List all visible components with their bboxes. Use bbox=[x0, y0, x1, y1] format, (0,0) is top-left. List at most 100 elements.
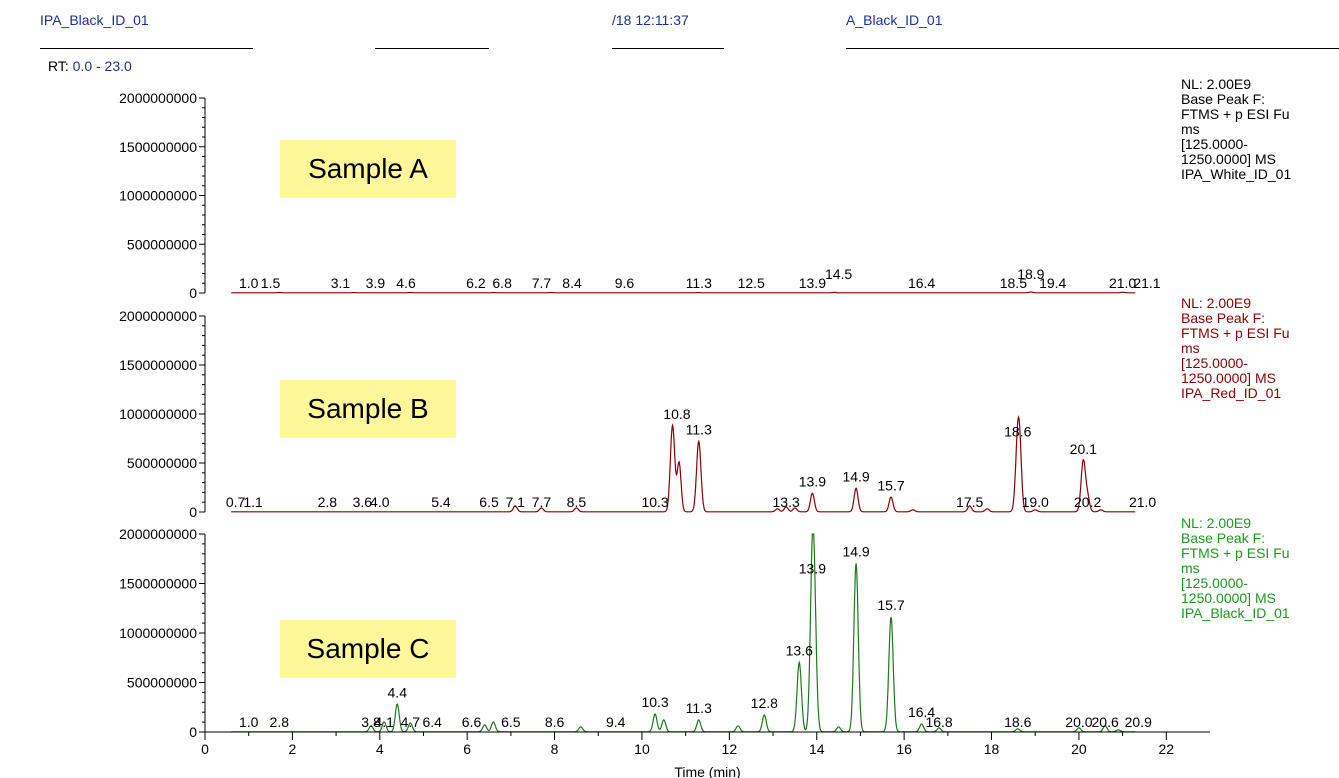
info-a-filter: FTMS + p ESI Fu bbox=[1181, 106, 1290, 122]
y-tick-label-3-0: 0 bbox=[189, 724, 197, 740]
info-c-base-peak: Base Peak F: bbox=[1181, 530, 1266, 546]
header-divider-2 bbox=[375, 48, 489, 49]
peak-label-2-20: 20.1 bbox=[1070, 441, 1097, 457]
peak-label-3-9: 8.6 bbox=[545, 714, 565, 730]
peak-label-2-8: 7.7 bbox=[532, 494, 552, 510]
info-a-nl: NL: 2.00E9 bbox=[1181, 76, 1252, 92]
x-tick-label-10: 20 bbox=[1071, 741, 1087, 757]
peak-label-1-15: 18.5 bbox=[1000, 275, 1027, 291]
peak-label-2-1: 1.1 bbox=[243, 494, 263, 510]
y-tick-label-1-4: 2000000000 bbox=[119, 90, 197, 106]
y-tick-label-2-2: 1000000000 bbox=[119, 406, 197, 422]
info-b-range-start: [125.0000- bbox=[1181, 355, 1248, 371]
peak-label-2-22: 21.0 bbox=[1129, 494, 1156, 510]
info-b-base-peak: Base Peak F: bbox=[1181, 310, 1266, 326]
peak-label-1-19: 21.1 bbox=[1133, 275, 1160, 291]
sample-a-label: Sample A bbox=[280, 140, 456, 198]
header-filename-right: A_Black_ID_01 bbox=[846, 12, 943, 28]
peak-label-2-17: 17.5 bbox=[956, 494, 983, 510]
y-tick-label-2-0: 0 bbox=[189, 504, 197, 520]
peak-label-2-9: 8.5 bbox=[567, 494, 587, 510]
y-tick-label-1-1: 500000000 bbox=[127, 236, 197, 252]
peak-label-2-13: 13.3 bbox=[773, 494, 800, 510]
peak-label-2-10: 10.3 bbox=[641, 494, 668, 510]
x-tick-label-1: 2 bbox=[288, 741, 296, 757]
header-divider-3 bbox=[612, 48, 724, 49]
peak-label-1-9: 9.6 bbox=[615, 275, 635, 291]
sample-b-label: Sample B bbox=[280, 380, 456, 438]
x-tick-label-5: 10 bbox=[634, 741, 650, 757]
peak-label-1-18: 21.0 bbox=[1109, 275, 1136, 291]
peak-label-3-7: 6.6 bbox=[462, 714, 482, 730]
y-tick-label-1-0: 0 bbox=[189, 285, 197, 301]
y-tick-label-1-3: 1500000000 bbox=[119, 139, 197, 155]
y-tick-label-3-4: 2000000000 bbox=[119, 526, 197, 542]
peak-label-2-0: 0.7 bbox=[226, 494, 246, 510]
peak-label-3-15: 13.9 bbox=[799, 561, 826, 577]
rt-label: RT: bbox=[48, 58, 69, 74]
info-c-ms: ms bbox=[1181, 560, 1200, 576]
x-tick-label-4: 8 bbox=[551, 741, 559, 757]
peak-label-1-3: 3.9 bbox=[366, 275, 386, 291]
y-tick-label-3-3: 1500000000 bbox=[119, 576, 197, 592]
peak-label-1-6: 6.8 bbox=[492, 275, 512, 291]
rt-range-readout: RT: 0.0 - 23.0 bbox=[48, 58, 132, 74]
peak-label-3-23: 20.9 bbox=[1125, 714, 1152, 730]
peak-label-1-0: 1.0 bbox=[239, 275, 259, 291]
trace-line-2 bbox=[231, 415, 1136, 513]
x-tick-label-9: 18 bbox=[984, 741, 1000, 757]
peak-label-3-21: 20.0 bbox=[1065, 714, 1092, 730]
x-axis-label: Time (min) bbox=[674, 764, 740, 778]
peak-label-3-8: 6.5 bbox=[501, 714, 521, 730]
peak-label-1-10: 11.3 bbox=[686, 275, 712, 291]
trace-line-1 bbox=[231, 291, 1136, 294]
peak-label-3-12: 11.3 bbox=[686, 700, 712, 716]
header-divider-1 bbox=[40, 48, 253, 49]
peak-label-2-15: 14.9 bbox=[842, 468, 869, 484]
peak-label-2-11: 10.8 bbox=[663, 406, 690, 422]
peak-label-2-5: 5.4 bbox=[431, 494, 451, 510]
peak-label-1-12: 13.9 bbox=[799, 275, 826, 291]
peak-label-3-13: 12.8 bbox=[751, 695, 778, 711]
peak-label-3-14: 13.6 bbox=[786, 643, 813, 659]
peak-label-1-14: 16.4 bbox=[908, 275, 935, 291]
peak-label-2-21: 20.2 bbox=[1074, 494, 1101, 510]
peak-label-3-11: 10.3 bbox=[641, 694, 668, 710]
x-tick-label-2: 4 bbox=[376, 741, 384, 757]
peak-label-3-19: 16.8 bbox=[925, 714, 952, 730]
trace-info-a: NL: 2.00E9 Base Peak F: FTMS + p ESI Fu … bbox=[1181, 77, 1291, 182]
peak-label-1-13: 14.5 bbox=[825, 266, 852, 282]
peak-label-3-16: 14.9 bbox=[842, 544, 869, 560]
peak-label-3-18: 16.4 bbox=[908, 704, 935, 720]
header-divider-4 bbox=[846, 48, 1339, 49]
info-b-range-end: 1250.0000] MS bbox=[1181, 370, 1276, 386]
info-c-range-end: 1250.0000] MS bbox=[1181, 590, 1276, 606]
x-tick-label-11: 22 bbox=[1159, 741, 1175, 757]
rt-range-value: 0.0 - 23.0 bbox=[72, 58, 132, 74]
y-tick-label-1-2: 1000000000 bbox=[119, 188, 197, 204]
peak-label-3-3: 4.1 bbox=[374, 714, 394, 730]
info-b-file: IPA_Red_ID_01 bbox=[1181, 385, 1282, 401]
peak-label-3-1: 2.8 bbox=[270, 714, 290, 730]
info-a-base-peak: Base Peak F: bbox=[1181, 91, 1266, 107]
trace-info-b: NL: 2.00E9 Base Peak F: FTMS + p ESI Fu … bbox=[1181, 296, 1290, 401]
peak-label-2-7: 7.1 bbox=[506, 494, 526, 510]
peak-label-1-7: 7.7 bbox=[532, 275, 552, 291]
peak-label-3-0: 1.0 bbox=[239, 714, 259, 730]
peak-label-3-2: 3.8 bbox=[361, 714, 381, 730]
peak-label-2-14: 13.9 bbox=[799, 473, 826, 489]
peak-label-2-18: 18.6 bbox=[1004, 423, 1031, 439]
info-a-file: IPA_White_ID_01 bbox=[1181, 166, 1292, 182]
y-tick-label-3-2: 1000000000 bbox=[119, 625, 197, 641]
peak-label-3-17: 15.7 bbox=[877, 597, 904, 613]
y-tick-label-3-1: 500000000 bbox=[127, 675, 197, 691]
x-tick-label-3: 6 bbox=[463, 741, 471, 757]
x-tick-label-7: 14 bbox=[809, 741, 825, 757]
header-filename-left: IPA_Black_ID_01 bbox=[40, 12, 149, 28]
peak-label-1-4: 4.6 bbox=[396, 275, 416, 291]
peak-label-1-17: 19.4 bbox=[1039, 275, 1066, 291]
y-tick-label-2-3: 1500000000 bbox=[119, 357, 197, 373]
peak-label-3-10: 9.4 bbox=[606, 714, 626, 730]
y-tick-label-2-1: 500000000 bbox=[127, 455, 197, 471]
